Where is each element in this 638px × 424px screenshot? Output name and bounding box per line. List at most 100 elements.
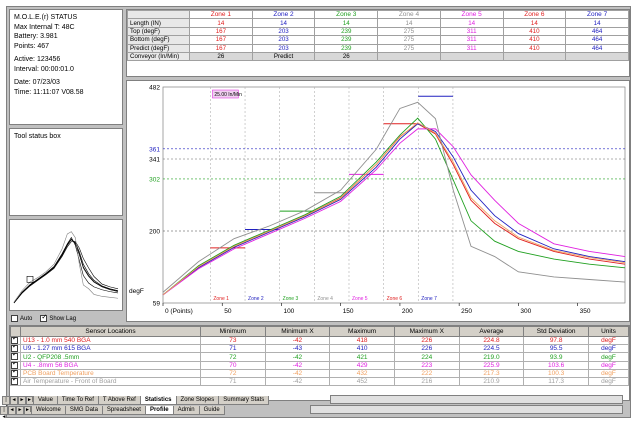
zone-cell[interactable]: 464 [565, 26, 629, 37]
zone-cell[interactable]: 410 [502, 35, 567, 45]
zone-cell[interactable]: 14 [314, 18, 379, 28]
conveyor-empty-cell [565, 51, 629, 62]
sensor-visible-checkbox[interactable] [10, 377, 21, 387]
mini-cursor-box[interactable] [26, 276, 34, 283]
main-horizontal-scrollbar[interactable] [310, 405, 623, 414]
tab-scroll-arrow-icon[interactable]: |◄ [2, 396, 10, 410]
stats-cell-max: 421 [329, 352, 395, 362]
profile-chart-svg: 482 361 341 302 200 59 degF 0 (Points) 50 100 150 2… [129, 85, 626, 315]
zone-header-4[interactable]: Zone 4 [377, 9, 441, 20]
stats-row[interactable]: Air Temperature - Front of Board71-42452… [10, 377, 629, 387]
tab-zone-slopes[interactable]: Zone Slopes [175, 396, 220, 405]
stats-column-header[interactable]: Sensor Locations [20, 326, 201, 337]
stats-cell-maxx: 222 [393, 368, 460, 379]
y-tick-label: 59 [153, 301, 161, 308]
zone-cell[interactable]: 464 [565, 43, 629, 53]
tab-smg-data[interactable]: SMG Data [64, 406, 103, 415]
predict-value[interactable]: 26 [314, 51, 379, 62]
mini-profile-preview[interactable] [9, 219, 123, 311]
zone-cell[interactable]: 410 [502, 26, 567, 37]
zone-cell[interactable]: 311 [439, 26, 504, 37]
tab-value[interactable]: Value [33, 396, 58, 405]
zone-header-6[interactable]: Zone 6 [502, 9, 567, 20]
stats-cell-avg: 219.0 [458, 352, 525, 362]
zone-cell[interactable]: 14 [377, 18, 441, 28]
stats-column-header[interactable]: Units [588, 326, 629, 337]
stats-cell-min: 71 [200, 377, 266, 387]
stats-row[interactable]: U4 - .8mm 56 BGA70-42429223225.9103.6deg… [10, 360, 629, 370]
stats-row[interactable]: U9 - 1.27 mm 615 BGA71-43410226224.595.5… [10, 344, 629, 354]
zone-cell[interactable]: 167 [189, 26, 253, 37]
tab-scroll-arrow-icon[interactable]: ◄ [8, 406, 16, 415]
tab-scroll-arrow-icon[interactable]: ◄ [10, 396, 18, 405]
tab-t-above-ref[interactable]: T Above Ref [97, 396, 141, 405]
stats-column-header[interactable]: Minimum X [264, 326, 331, 337]
series-line-3 [162, 117, 626, 296]
tab-scroll-arrow-icon[interactable]: ► [16, 406, 24, 415]
auto-checkbox[interactable]: Auto [11, 315, 32, 323]
zone-cell[interactable]: 239 [314, 43, 379, 53]
tab-scroll-arrow-icon[interactable]: |◄ [0, 406, 8, 420]
zone-label: Zone 1 [213, 296, 229, 302]
tab-time-to-ref[interactable]: Time To Ref [56, 396, 99, 405]
sensor-visible-checkbox[interactable] [10, 360, 21, 370]
zone-header-3[interactable]: Zone 3 [314, 9, 379, 20]
zone-cell[interactable]: 410 [502, 43, 567, 53]
zone-cell[interactable]: 14 [502, 18, 567, 28]
zone-header-1[interactable]: Zone 1 [189, 9, 253, 20]
zone-cell[interactable]: 14 [565, 18, 629, 28]
tab-welcome[interactable]: Welcome [31, 406, 66, 415]
stats-cell-minx: -43 [264, 344, 331, 354]
sensor-visible-checkbox[interactable] [10, 352, 21, 362]
zone-cell[interactable]: 275 [377, 43, 441, 53]
zone-cell[interactable]: 239 [314, 35, 379, 45]
horizontal-scrollbar[interactable] [330, 395, 623, 404]
stats-column-header[interactable]: Std Deviation [523, 326, 589, 337]
zone-cell[interactable]: 311 [439, 35, 504, 45]
zone-cell[interactable]: 275 [377, 35, 441, 45]
stats-column-header[interactable]: Maximum X [393, 326, 460, 337]
stats-cell-max: 432 [329, 368, 395, 379]
zone-cell[interactable]: 311 [439, 43, 504, 53]
tab-admin[interactable]: Admin [172, 406, 200, 415]
zone-cell[interactable]: 203 [251, 26, 316, 37]
profile-chart[interactable]: 482 361 341 302 200 59 degF 0 (Points) 50 100 150 2… [126, 80, 630, 322]
tab-guide[interactable]: Guide [198, 406, 225, 415]
check-icon [11, 337, 18, 344]
zone-cell[interactable]: 14 [439, 18, 504, 28]
zone-cell[interactable]: 167 [189, 43, 253, 53]
stats-column-header[interactable]: Minimum [200, 326, 266, 337]
tab-summary-stats[interactable]: Summary Stats [218, 396, 270, 405]
sensor-visible-checkbox[interactable] [10, 344, 21, 354]
stats-row[interactable]: U13 - 1.0 mm 540 BGA73-42418226224.897.8… [10, 335, 629, 346]
series-line-4 [162, 128, 626, 296]
zone-cell[interactable]: 14 [189, 18, 253, 28]
zone-header-7[interactable]: Zone 7 [565, 9, 629, 20]
zone-header-2[interactable]: Zone 2 [251, 9, 316, 20]
sensor-visible-checkbox[interactable] [10, 368, 21, 379]
tab-spreadsheet[interactable]: Spreadsheet [101, 406, 146, 415]
stats-column-header[interactable]: Average [458, 326, 525, 337]
zone-cell[interactable]: 14 [251, 18, 316, 28]
y-tick-label: 341 [149, 157, 160, 164]
zone-cell[interactable]: 203 [251, 35, 316, 45]
stats-cell-avg: 224.8 [458, 335, 525, 346]
zone-cell[interactable]: 464 [565, 35, 629, 45]
zone-cell[interactable]: 167 [189, 35, 253, 45]
zone-cell[interactable]: 275 [377, 26, 441, 37]
sensor-visible-checkbox[interactable] [10, 335, 21, 346]
tab-statistics[interactable]: Statistics [139, 396, 177, 405]
conveyor-value[interactable]: 26 [189, 51, 253, 62]
stats-row[interactable]: PCB Board Temperature72-42432222217.3100… [10, 368, 629, 379]
mole-profiler-window: M.O.L.E.(r) STATUS Max Internal T: 48C B… [6, 6, 631, 418]
zone-cell[interactable]: 239 [314, 26, 379, 37]
stats-column-header[interactable]: Maximum [329, 326, 395, 337]
zone-row-label: Predict (degF) [127, 43, 190, 53]
zone-cell[interactable]: 203 [251, 43, 316, 53]
tab-profile[interactable]: Profile [144, 406, 174, 415]
zone-header-5[interactable]: Zone 5 [439, 9, 504, 20]
show-lag-checkbox[interactable]: Show Lag [40, 313, 76, 323]
tab-scroll-arrow-icon[interactable]: ► [18, 396, 26, 405]
